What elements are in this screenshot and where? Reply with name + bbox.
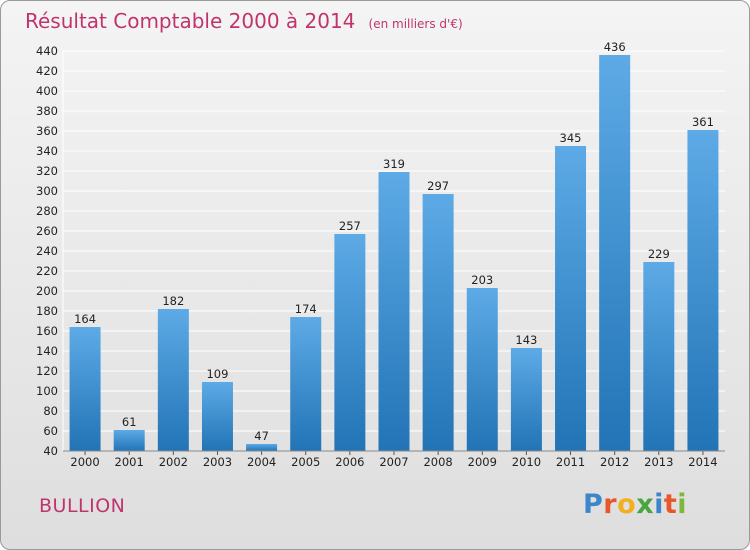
bar-value-label: 319 — [383, 157, 405, 171]
bar-2004 — [246, 444, 278, 451]
bars — [69, 55, 719, 451]
y-tick-label: 240 — [36, 244, 58, 258]
x-tick-label: 2000 — [70, 455, 99, 469]
bar-value-label: 164 — [74, 312, 96, 326]
bar-2005 — [290, 317, 322, 451]
proxiti-logo: Proxiti — [583, 489, 687, 520]
bar-value-label: 229 — [648, 247, 670, 261]
logo-letter: P — [583, 489, 604, 520]
y-tick-label: 400 — [36, 84, 58, 98]
x-tick-label: 2012 — [600, 455, 629, 469]
y-tick-label: 100 — [36, 384, 58, 398]
y-tick-label: 380 — [36, 104, 58, 118]
x-tick-label: 2011 — [556, 455, 585, 469]
y-tick-label: 160 — [36, 324, 58, 338]
y-tick-label: 300 — [36, 184, 58, 198]
bar-2012 — [599, 55, 631, 451]
bar-2001 — [113, 430, 145, 451]
y-tick-label: 280 — [36, 204, 58, 218]
x-tick-label: 2003 — [203, 455, 232, 469]
x-tick-label: 2014 — [688, 455, 717, 469]
x-tick-label: 2005 — [291, 455, 320, 469]
bar-2010 — [510, 348, 542, 451]
y-tick-label: 200 — [36, 284, 58, 298]
y-tick-label: 60 — [43, 424, 58, 438]
y-tick-label: 440 — [36, 44, 58, 58]
x-tick-label: 2004 — [247, 455, 276, 469]
bar-value-label: 47 — [254, 429, 269, 443]
y-tick-label: 340 — [36, 144, 58, 158]
logo-letter: o — [617, 489, 637, 520]
logo-letter: x — [636, 489, 655, 520]
x-tick-label: 2002 — [159, 455, 188, 469]
bar-value-label: 345 — [560, 131, 582, 145]
logo-letter: t — [663, 489, 678, 520]
bar-2007 — [378, 172, 410, 451]
y-tick-label: 320 — [36, 164, 58, 178]
bar-value-label: 61 — [122, 415, 137, 429]
y-tick-label: 260 — [36, 224, 58, 238]
y-tick-label: 80 — [43, 404, 58, 418]
x-axis-ticks: 2000 2001 2002 2003 2004 2005 2006 2007 2008 2009… — [63, 450, 725, 469]
y-tick-label: 180 — [36, 304, 58, 318]
bar-2002 — [157, 309, 189, 451]
value-labels: 164 61 182 109 47 174 257 319 297 203 143 345 436 229… — [74, 40, 714, 443]
bar-2006 — [334, 234, 366, 451]
y-tick-label: 360 — [36, 124, 58, 138]
bar-value-label: 143 — [515, 333, 537, 347]
bar-value-label: 203 — [471, 273, 493, 287]
chart-title: Résultat Comptable 2000 à 2014 — [25, 9, 356, 33]
y-axis-ticks: 40 60 80 100 120 140 160 180 200 220 240 260 280 300 3… — [36, 44, 58, 458]
bar-value-label: 297 — [427, 179, 449, 193]
bar-value-label: 361 — [692, 115, 714, 129]
bar-2003 — [201, 382, 233, 451]
bar-value-label: 182 — [162, 294, 184, 308]
x-tick-label: 2010 — [512, 455, 541, 469]
bar-2009 — [466, 288, 498, 451]
x-tick-label: 2007 — [379, 455, 408, 469]
x-tick-label: 2008 — [423, 455, 452, 469]
x-tick-label: 2009 — [468, 455, 497, 469]
bar-2011 — [555, 146, 587, 451]
bar-value-label: 257 — [339, 219, 361, 233]
bar-value-label: 436 — [604, 40, 626, 54]
bar-2000 — [69, 327, 101, 451]
location-name: BULLION — [39, 495, 126, 517]
bar-2014 — [687, 130, 719, 451]
chart-title-block: Résultat Comptable 2000 à 2014 (en milli… — [25, 9, 463, 33]
bar-value-label: 174 — [295, 302, 317, 316]
logo-letter: r — [603, 489, 618, 520]
bar-2013 — [643, 262, 675, 451]
y-tick-label: 40 — [43, 444, 58, 458]
y-tick-label: 120 — [36, 364, 58, 378]
bar-2008 — [422, 194, 454, 451]
x-tick-label: 2001 — [115, 455, 144, 469]
chart-subtitle: (en milliers d'€) — [368, 17, 463, 31]
logo-letter: i — [677, 489, 688, 520]
y-tick-label: 220 — [36, 264, 58, 278]
logo-letter: i — [654, 489, 664, 520]
y-tick-label: 140 — [36, 344, 58, 358]
x-tick-label: 2006 — [335, 455, 364, 469]
y-tick-label: 420 — [36, 64, 58, 78]
x-tick-label: 2013 — [644, 455, 673, 469]
bar-value-label: 109 — [206, 367, 228, 381]
